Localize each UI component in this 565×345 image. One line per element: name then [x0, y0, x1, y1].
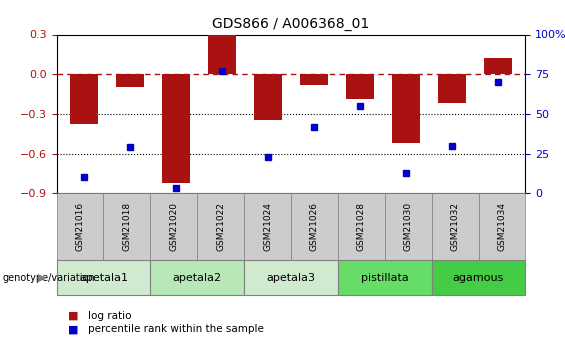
Text: apetala1: apetala1 [79, 273, 128, 283]
Bar [162, 74, 190, 183]
Text: log ratio: log ratio [88, 311, 131, 321]
Text: percentile rank within the sample: percentile rank within the sample [88, 325, 263, 334]
Text: genotype/variation: genotype/variation [3, 273, 95, 283]
Text: GSM21020: GSM21020 [170, 202, 178, 252]
Title: GDS866 / A006368_01: GDS866 / A006368_01 [212, 17, 370, 31]
Bar [70, 74, 98, 125]
Text: GSM21026: GSM21026 [310, 202, 319, 252]
Text: GSM21030: GSM21030 [404, 202, 412, 252]
Bar [392, 74, 420, 143]
Text: GSM21018: GSM21018 [123, 202, 131, 252]
Text: apetala2: apetala2 [173, 273, 221, 283]
Bar [254, 74, 282, 120]
Bar [300, 74, 328, 85]
Text: pistillata: pistillata [361, 273, 408, 283]
Bar [346, 74, 373, 99]
Bar [438, 74, 466, 103]
Text: GSM21034: GSM21034 [498, 202, 506, 252]
Text: GSM21032: GSM21032 [451, 202, 459, 252]
Text: GSM21022: GSM21022 [216, 203, 225, 251]
Text: GSM21028: GSM21028 [357, 202, 366, 252]
Text: ■: ■ [68, 325, 79, 334]
Text: agamous: agamous [453, 273, 504, 283]
Text: apetala3: apetala3 [267, 273, 315, 283]
Bar [116, 74, 144, 87]
Bar [484, 58, 512, 74]
Text: ■: ■ [68, 311, 79, 321]
Text: GSM21024: GSM21024 [263, 203, 272, 251]
Text: ▶: ▶ [38, 273, 47, 283]
Bar [208, 34, 236, 74]
Text: GSM21016: GSM21016 [76, 202, 84, 252]
